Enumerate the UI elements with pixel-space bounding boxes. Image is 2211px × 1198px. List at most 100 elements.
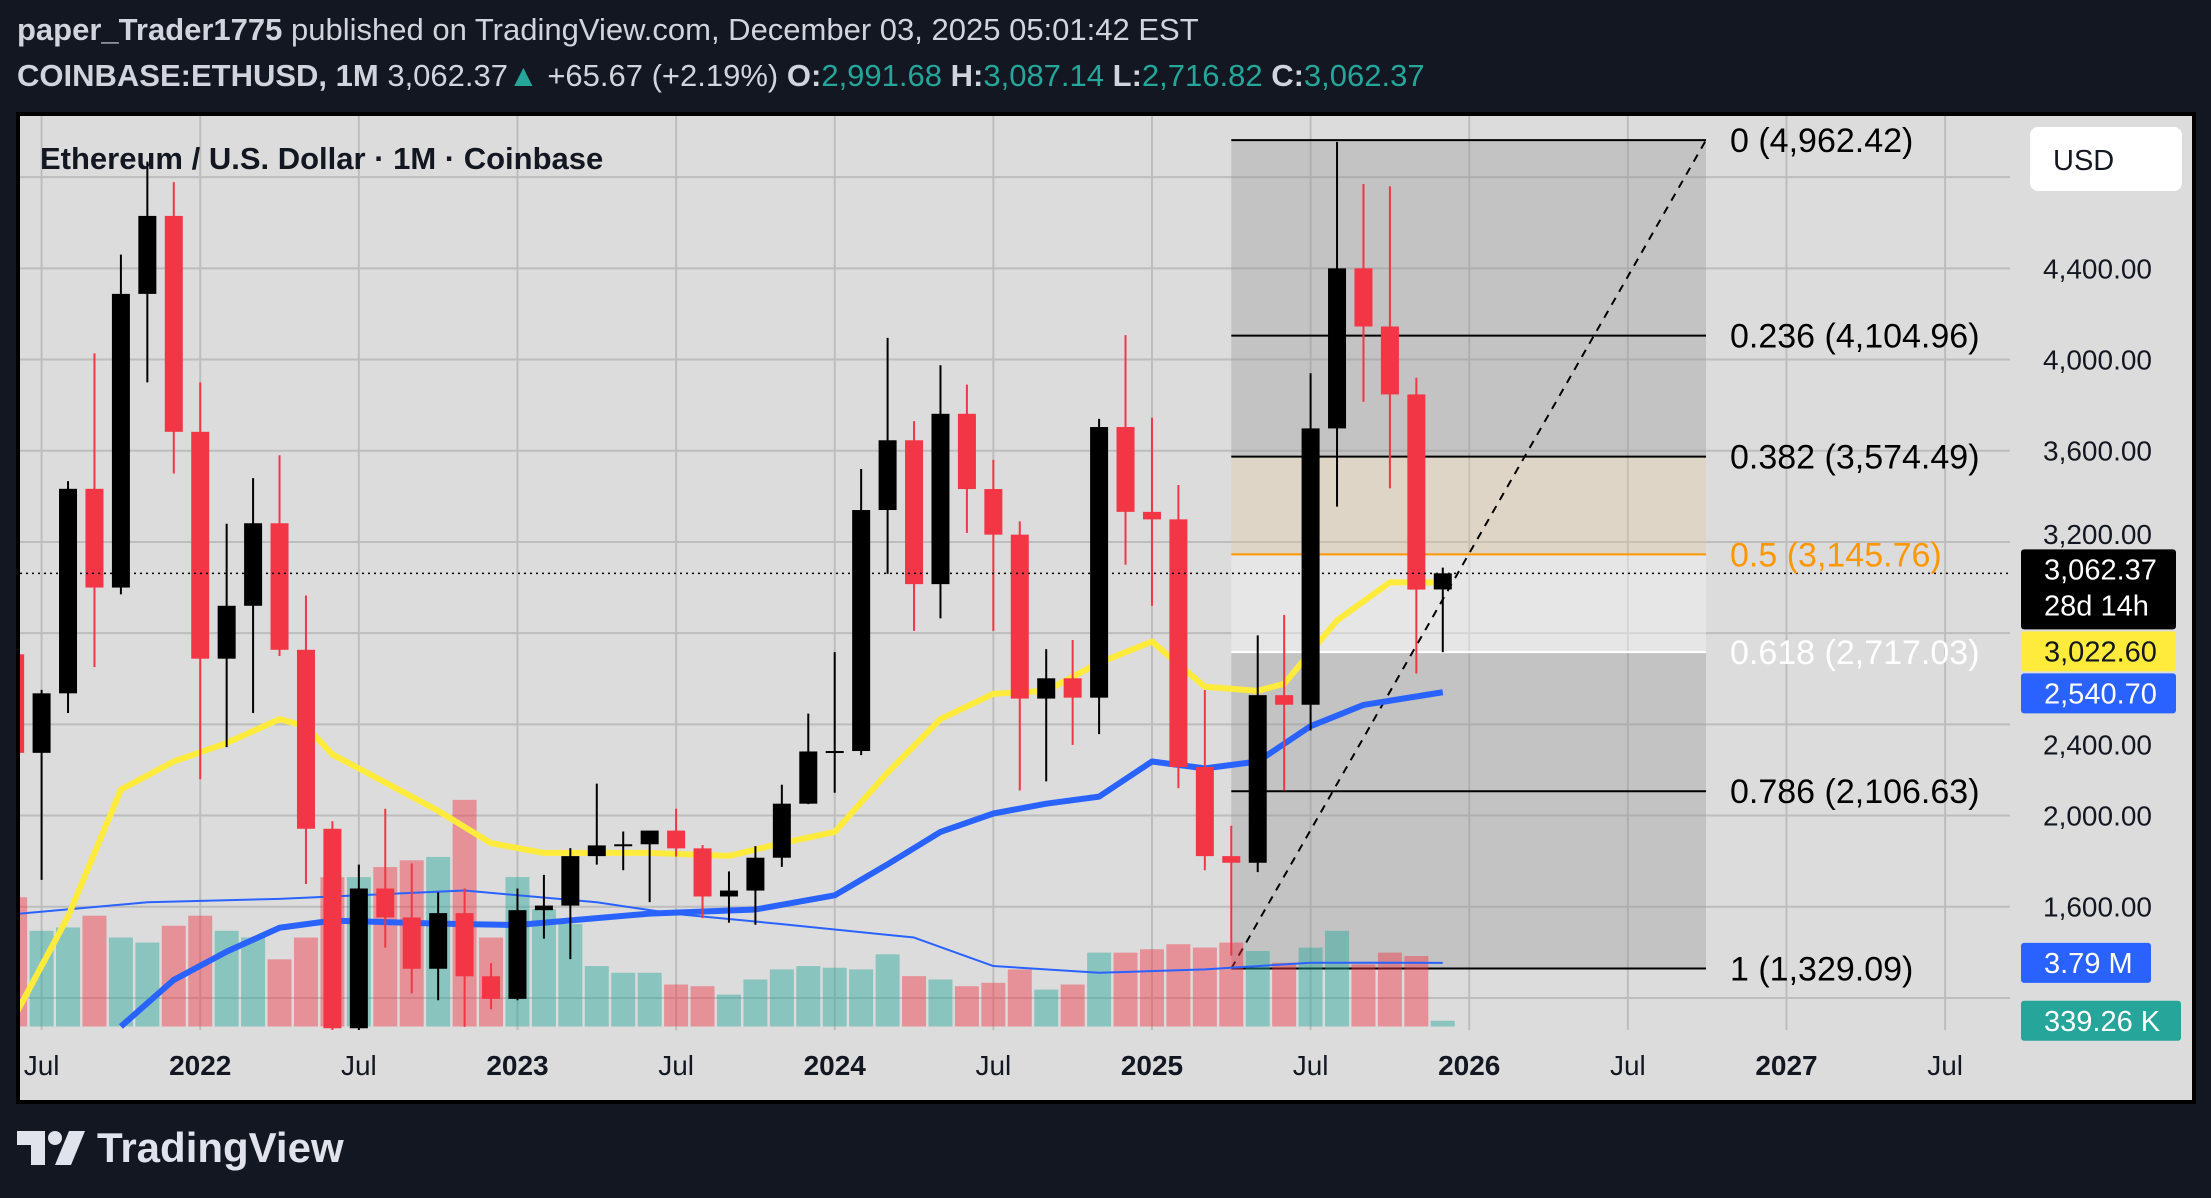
volume-bar <box>611 972 636 1027</box>
candle-body <box>138 215 157 294</box>
volume-bar <box>1034 989 1059 1027</box>
candle-body <box>640 830 659 845</box>
volume-bar <box>1272 962 1297 1027</box>
volume-bar <box>981 982 1006 1027</box>
candle-body <box>984 489 1003 535</box>
candle-body <box>1433 573 1452 590</box>
candle-body <box>270 523 289 650</box>
symbol-name[interactable]: COINBASE:ETHUSD, 1M <box>17 58 379 93</box>
volume-bar <box>1298 947 1323 1027</box>
low-label: L: <box>1112 58 1142 93</box>
volume-bar <box>584 966 609 1027</box>
volume-bar <box>716 994 741 1027</box>
volume-bar <box>769 969 794 1027</box>
price-tick-label: 4,000.00 <box>2043 345 2152 376</box>
candle-body <box>402 917 421 969</box>
candle-body <box>719 890 738 897</box>
candle-body <box>1116 427 1135 512</box>
fib-level-label: 0.382 (3,574.49) <box>1730 439 1980 477</box>
fib-retracement[interactable] <box>1230 139 1707 970</box>
price-tick-label: 3,200.00 <box>2043 519 2152 550</box>
candle-body <box>746 857 765 891</box>
chart-title: Ethereum / U.S. Dollar · 1M · Coinbase <box>40 141 603 176</box>
volume-bar <box>108 937 133 1027</box>
candle-body <box>20 654 25 753</box>
tradingview-logo[interactable]: TradingView <box>17 1124 344 1172</box>
volume-bar <box>1404 955 1429 1027</box>
price-badge-label: 3,062.37 <box>2044 554 2157 586</box>
time-tick-label: 2023 <box>486 1050 548 1081</box>
price-tick-label: 2,000.00 <box>2043 801 2152 832</box>
volume-bar <box>293 937 318 1027</box>
volume-bar <box>902 976 927 1027</box>
volume-bar <box>822 967 847 1027</box>
volume-bar <box>928 979 953 1027</box>
candle-body <box>534 905 553 911</box>
candle-body <box>455 913 474 977</box>
open-value: 2,991.68 <box>821 58 942 93</box>
time-tick-label: 2026 <box>1438 1050 1500 1081</box>
triangle-up-icon: ▲ <box>508 58 539 93</box>
volume-bar <box>1166 944 1191 1027</box>
fib-level-label: 0.618 (2,717.03) <box>1730 634 1980 672</box>
fib-zone <box>1231 791 1706 969</box>
candle-body <box>693 848 712 897</box>
candle-body <box>1248 695 1267 863</box>
fib-level-label: 0.5 (3,145.76) <box>1730 536 1942 574</box>
candle-body <box>349 888 368 1029</box>
candle-body <box>905 440 924 585</box>
price-badge-label: 3.79 M <box>2044 948 2133 980</box>
candle-body <box>1301 428 1320 705</box>
fib-level-label: 0.786 (2,106.63) <box>1730 773 1980 811</box>
high-value: 3,087.14 <box>983 58 1105 93</box>
price-badge-label: 2,540.70 <box>2044 678 2157 710</box>
candle-body <box>667 830 686 849</box>
volume-bar <box>20 897 28 1027</box>
candle-body <box>111 293 130 588</box>
candle-body <box>32 693 51 753</box>
candle-body <box>957 413 976 490</box>
close-value: 3,062.37 <box>1303 58 1425 93</box>
volume-bar <box>743 979 768 1027</box>
author-name[interactable]: paper_Trader1775 <box>17 12 283 47</box>
candle-body <box>1063 678 1082 698</box>
time-tick-label: Jul <box>1293 1050 1329 1081</box>
price-badge-label: 28d 14h <box>2044 590 2149 622</box>
time-tick-label: 2025 <box>1121 1050 1183 1081</box>
price-badge-label: 339.26 K <box>2044 1006 2161 1038</box>
volume-bar <box>1245 950 1270 1027</box>
price-axis[interactable]: 4,400.00 4,000.00 3,600.00 3,200.00 2,400.00… <box>2021 253 2181 1041</box>
candle-body <box>482 976 501 999</box>
candle-body <box>1354 268 1373 327</box>
candle-body <box>244 523 263 606</box>
volume-bar <box>954 986 979 1027</box>
publish-text: published on TradingView.com, December 0… <box>291 12 1199 47</box>
volume-bar <box>82 915 107 1027</box>
price-badge <box>2021 1000 2181 1041</box>
volume-bar <box>241 937 266 1027</box>
time-tick-label: 2022 <box>169 1050 231 1081</box>
candle-body <box>825 751 844 754</box>
price-tick-label: 2,400.00 <box>2043 729 2152 760</box>
low-value: 2,716.82 <box>1141 58 1263 93</box>
candle-body <box>772 803 791 858</box>
volume-bar <box>690 986 715 1027</box>
candle-body <box>59 488 78 694</box>
fib-level-label: 0.236 (4,104.96) <box>1730 318 1980 356</box>
volume-bar <box>56 927 81 1027</box>
volume-bar <box>267 959 292 1027</box>
volume-bar <box>875 954 900 1027</box>
candle-body <box>878 440 897 511</box>
volume-bar <box>796 966 821 1027</box>
price-badge <box>2021 549 2176 630</box>
fib-level-label: 1 (1,329.09) <box>1730 951 1913 989</box>
currency-button[interactable]: USD <box>2030 127 2182 191</box>
symbol-legend: COINBASE:ETHUSD, 1M 3,062.37▲ +65.67 (+2… <box>17 58 1425 94</box>
price-badge-label: 3,022.60 <box>2044 636 2157 668</box>
fib-zone <box>1231 140 1706 336</box>
time-axis[interactable]: Jul 2022 Jul 2023 Jul 2024 Jul 2025 Jul 2026 Jul 20… <box>24 1050 1963 1081</box>
volume-bar <box>849 969 874 1027</box>
time-tick-label: Jul <box>975 1050 1011 1081</box>
candle-body <box>1195 766 1214 857</box>
